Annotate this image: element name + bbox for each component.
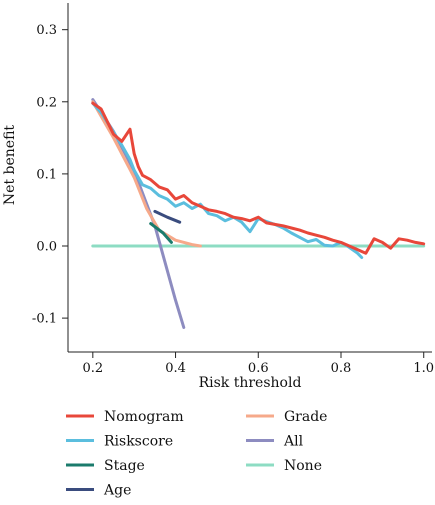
legend-label-age: Age xyxy=(103,483,131,499)
series-line-nomogram xyxy=(91,101,426,255)
y-tick-label: -0.1 xyxy=(32,312,57,327)
legend-label-none: None xyxy=(284,458,322,474)
legend: Nomogram Riskscore Stage Age Grade All None xyxy=(66,409,327,499)
x-tick-label: 1.0 xyxy=(413,361,434,376)
x-tick-label: 0.4 xyxy=(165,361,186,376)
x-tick-label: 0.2 xyxy=(82,361,103,376)
x-tick-label: 0.8 xyxy=(331,361,352,376)
y-tick-label: 0.2 xyxy=(36,95,57,110)
series-layer xyxy=(91,98,426,329)
legend-label-grade: Grade xyxy=(284,409,327,425)
series-line-stage xyxy=(149,222,173,244)
series-line-age xyxy=(153,209,182,224)
legend-label-riskscore: Riskscore xyxy=(104,434,173,450)
y-tick-label: 0.1 xyxy=(36,167,57,182)
legend-label-all: All xyxy=(283,434,304,450)
x-axis-title: Risk threshold xyxy=(199,375,302,391)
legend-label-stage: Stage xyxy=(104,458,145,474)
axes-layer: -0.1 0.0 0.1 0.2 0.3 0.2 0.4 0.6 0.8 1.0 xyxy=(32,3,434,376)
y-tick-label: 0.0 xyxy=(36,240,57,255)
series-line-riskscore xyxy=(91,101,364,259)
x-tick-label: 0.6 xyxy=(248,361,269,376)
y-axis-title: Net benefit xyxy=(2,125,18,205)
legend-label-nomogram: Nomogram xyxy=(104,409,184,425)
y-tick-label: 0.3 xyxy=(36,23,57,38)
series-line-grade xyxy=(91,100,202,248)
